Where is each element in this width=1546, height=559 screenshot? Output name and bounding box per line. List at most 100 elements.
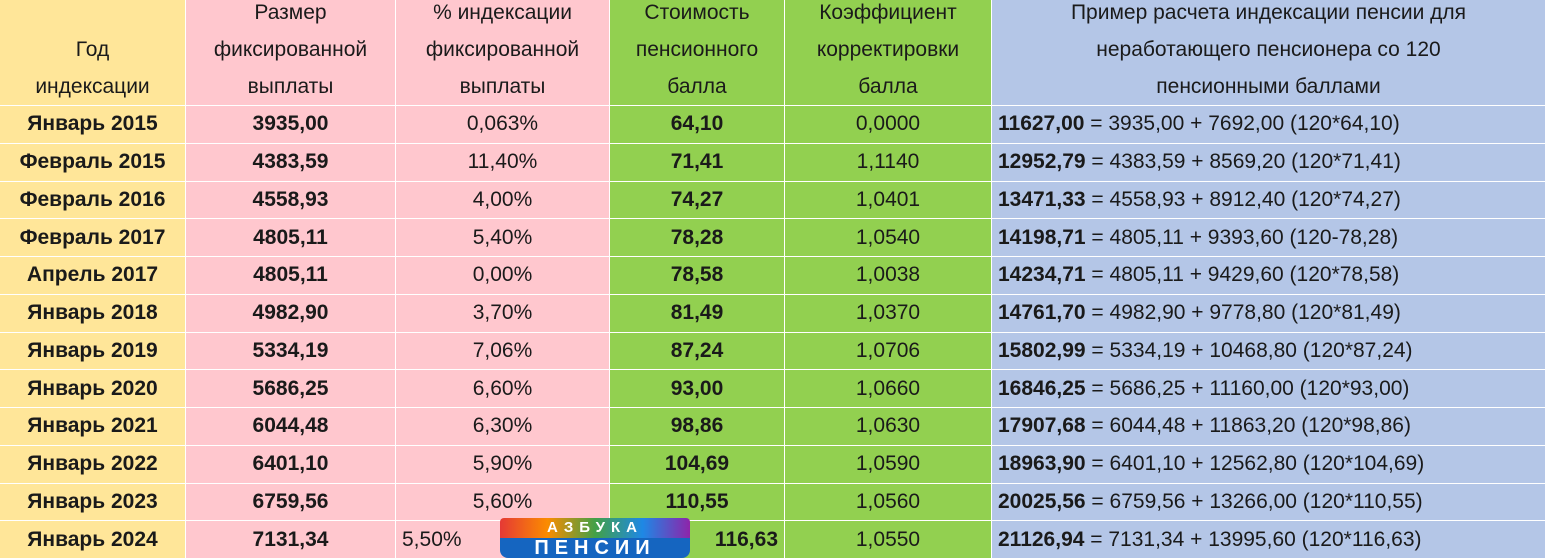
- total: 15802,99: [998, 338, 1086, 362]
- cell-text: 87,24: [670, 338, 724, 362]
- cell: 1,0660: [785, 370, 992, 408]
- cell: Январь 2024: [0, 521, 186, 559]
- total: 18963,90: [998, 452, 1086, 476]
- cell: Январь 2023: [0, 483, 186, 522]
- cell-text: 1,0370: [855, 301, 921, 325]
- logo-bottom: ПЕНСИИ: [500, 538, 690, 558]
- cell: 1,0370: [785, 294, 992, 333]
- header-line: выплаты: [459, 75, 546, 98]
- cell: 6,60%: [396, 370, 610, 408]
- cell: 7131,34: [186, 521, 396, 559]
- cell-text: Январь 2022: [27, 452, 158, 476]
- cell-text: Январь 2023: [27, 489, 158, 513]
- total: 12952,79: [998, 150, 1086, 174]
- cell: 1,0560: [785, 483, 992, 522]
- cell-text: Январь 2024: [27, 527, 158, 551]
- cell: 5,40%: [396, 219, 610, 257]
- cell-text: 4982,90: [252, 301, 329, 325]
- cell: 78,58: [610, 257, 785, 295]
- cell: 98,86: [610, 408, 785, 446]
- cell: 1,0590: [785, 445, 992, 484]
- cell: 12952,79 = 4383,59 + 8569,20 (120*71,41): [992, 143, 1546, 182]
- header-line: % индексации: [433, 1, 572, 24]
- formula: = 4982,90 + 9778,80 (120*81,49): [1085, 301, 1401, 325]
- cell-text: 6,60%: [472, 376, 533, 400]
- cell: 1,0540: [785, 219, 992, 257]
- cell: 93,00: [610, 370, 785, 408]
- logo-top: АЗБУКА: [500, 518, 690, 538]
- cell: 4805,11: [186, 257, 396, 295]
- cell-text: 6401,10: [252, 452, 329, 476]
- formula: = 4805,11 + 9429,60 (120*78,58): [1085, 263, 1400, 287]
- cell-text: 1,0540: [855, 225, 921, 249]
- cell: 4982,90: [186, 294, 396, 333]
- cell-text: 7131,34: [252, 527, 329, 551]
- cell-text: 3935,00: [252, 112, 329, 136]
- total: 16846,25: [998, 376, 1086, 400]
- cell-text: 1,0590: [855, 452, 921, 476]
- cell-text: 110,55: [665, 489, 729, 513]
- header-line: индексации: [35, 75, 150, 98]
- cell: 0,00%: [396, 257, 610, 295]
- cell-text: 78,58: [670, 263, 724, 287]
- cell-text: 5686,25: [252, 376, 329, 400]
- formula: = 4383,59 + 8569,20 (120*71,41): [1085, 150, 1401, 174]
- cell: 71,41: [610, 143, 785, 182]
- formula: = 6044,48 + 11863,20 (120*98,86): [1085, 414, 1411, 438]
- cell-text: 98,86: [670, 414, 724, 438]
- cell: 11,40%: [396, 143, 610, 182]
- cell-text: 5,60%: [472, 489, 533, 513]
- cell: 15802,99 = 5334,19 + 10468,80 (120*87,24…: [992, 332, 1546, 371]
- formula: = 4558,93 + 8912,40 (120*74,27): [1085, 187, 1401, 211]
- cell: 1,0550: [785, 521, 992, 559]
- cell: 64,10: [610, 106, 785, 144]
- header-cell: Коэффициент корректировки балла: [785, 0, 992, 106]
- cell: 5334,19: [186, 332, 396, 371]
- cell: 5686,25: [186, 370, 396, 408]
- formula: = 6401,10 + 12562,80 (120*104,69): [1085, 452, 1425, 476]
- cell: 87,24: [610, 332, 785, 371]
- cell: 6,30%: [396, 408, 610, 446]
- cell: 11627,00 = 3935,00 + 7692,00 (120*64,10): [992, 106, 1546, 144]
- cell-text: 1,1140: [856, 150, 920, 174]
- cell-text: 74,27: [670, 187, 724, 211]
- cell: 104,69: [610, 445, 785, 484]
- cell: 16846,25 = 5686,25 + 11160,00 (120*93,00…: [992, 370, 1546, 408]
- cell: 1,0630: [785, 408, 992, 446]
- cell-text: 5,50%: [402, 527, 462, 551]
- cell-text: 93,00: [670, 376, 724, 400]
- cell: 110,55: [610, 483, 785, 522]
- cell: 0,063%: [396, 106, 610, 144]
- cell: 4558,93: [186, 181, 396, 220]
- header-line: Размер: [254, 1, 327, 24]
- cell-text: Апрель 2017: [26, 263, 159, 287]
- cell-text: 0,063%: [466, 112, 539, 136]
- cell: 3,70%: [396, 294, 610, 333]
- cell-text: Январь 2021: [27, 414, 158, 438]
- cell: 78,28: [610, 219, 785, 257]
- total: 11627,00: [998, 112, 1085, 136]
- cell-text: Январь 2018: [27, 301, 158, 325]
- cell: 6759,56: [186, 483, 396, 522]
- cell-text: Январь 2020: [27, 376, 158, 400]
- cell-text: Февраль 2016: [19, 187, 166, 211]
- cell: 5,60%: [396, 483, 610, 522]
- total: 14761,70: [998, 301, 1086, 325]
- cell-text: 6,30%: [472, 414, 533, 438]
- total: 17907,68: [998, 414, 1086, 438]
- header-line: Год: [75, 38, 110, 61]
- cell: Январь 2022: [0, 445, 186, 484]
- cell-text: 6759,56: [252, 489, 329, 513]
- cell-text: 0,00%: [472, 263, 533, 287]
- cell: 0,0000: [785, 106, 992, 144]
- total: 13471,33: [998, 187, 1086, 211]
- cell-text: 4558,93: [252, 187, 329, 211]
- cell: Январь 2018: [0, 294, 186, 333]
- cell: 1,0401: [785, 181, 992, 220]
- cell-text: 64,10: [670, 112, 724, 136]
- cell: 7,06%: [396, 332, 610, 371]
- header-cell: % индексации фиксированной выплаты: [396, 0, 610, 106]
- header-line: балла: [858, 75, 918, 98]
- cell-text: 5,90%: [472, 452, 533, 476]
